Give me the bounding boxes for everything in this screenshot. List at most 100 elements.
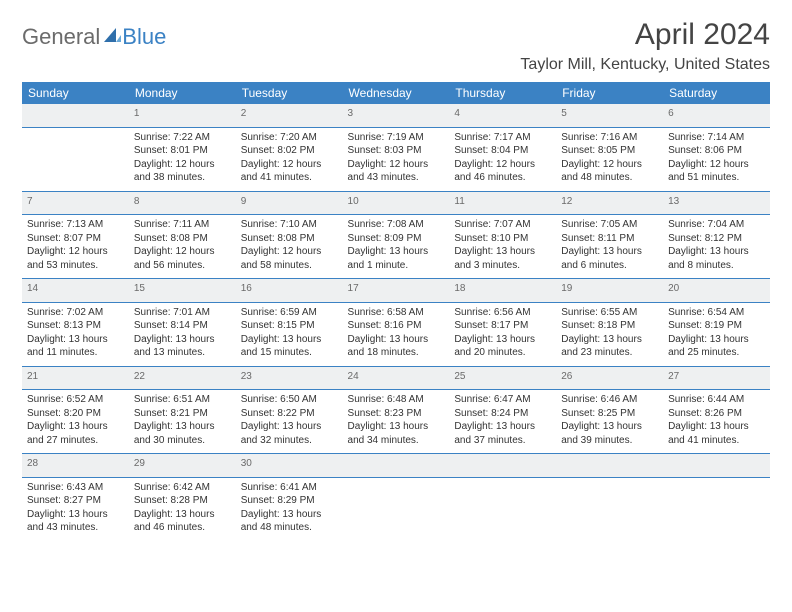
day-number-cell <box>663 454 770 478</box>
day-info-line: Daylight: 13 hours and 34 minutes. <box>348 420 445 447</box>
day-info-line: Sunset: 8:27 PM <box>27 494 124 508</box>
day-info-cell: Sunrise: 7:11 AMSunset: 8:08 PMDaylight:… <box>129 215 236 279</box>
day-info-cell: Sunrise: 6:51 AMSunset: 8:21 PMDaylight:… <box>129 390 236 454</box>
day-info-line: Sunrise: 7:10 AM <box>241 218 338 232</box>
day-info-line: Daylight: 12 hours and 58 minutes. <box>241 245 338 272</box>
day-number-cell: 22 <box>129 366 236 390</box>
day-info-cell: Sunrise: 7:22 AMSunset: 8:01 PMDaylight:… <box>129 127 236 191</box>
day-info-line: Sunset: 8:14 PM <box>134 319 231 333</box>
day-header: Sunday <box>22 82 129 104</box>
day-info-line: Sunset: 8:04 PM <box>454 144 551 158</box>
day-info-line: Sunset: 8:25 PM <box>561 407 658 421</box>
day-info-cell <box>22 127 129 191</box>
day-number-cell: 29 <box>129 454 236 478</box>
day-info-line: Sunset: 8:21 PM <box>134 407 231 421</box>
day-info-line: Sunset: 8:01 PM <box>134 144 231 158</box>
day-info-line: Sunrise: 7:08 AM <box>348 218 445 232</box>
day-info-line: Daylight: 13 hours and 20 minutes. <box>454 333 551 360</box>
day-info-line: Daylight: 12 hours and 51 minutes. <box>668 158 765 185</box>
day-info-cell: Sunrise: 7:04 AMSunset: 8:12 PMDaylight:… <box>663 215 770 279</box>
day-number-cell: 5 <box>556 104 663 127</box>
day-info-line: Daylight: 13 hours and 30 minutes. <box>134 420 231 447</box>
day-info-line: Sunrise: 7:11 AM <box>134 218 231 232</box>
day-info-cell: Sunrise: 6:56 AMSunset: 8:17 PMDaylight:… <box>449 302 556 366</box>
day-info-line: Sunrise: 6:41 AM <box>241 481 338 495</box>
day-info-line: Sunrise: 7:14 AM <box>668 131 765 145</box>
day-info-cell: Sunrise: 6:44 AMSunset: 8:26 PMDaylight:… <box>663 390 770 454</box>
day-info-line: Sunrise: 7:16 AM <box>561 131 658 145</box>
day-number-cell: 30 <box>236 454 343 478</box>
day-number-cell: 16 <box>236 279 343 303</box>
day-info-line: Daylight: 13 hours and 3 minutes. <box>454 245 551 272</box>
day-info-line: Sunset: 8:29 PM <box>241 494 338 508</box>
day-info-cell: Sunrise: 7:17 AMSunset: 8:04 PMDaylight:… <box>449 127 556 191</box>
day-number-cell: 24 <box>343 366 450 390</box>
day-info-line: Daylight: 12 hours and 43 minutes. <box>348 158 445 185</box>
day-info-line: Daylight: 13 hours and 37 minutes. <box>454 420 551 447</box>
day-info-line: Daylight: 12 hours and 56 minutes. <box>134 245 231 272</box>
day-info-line: Daylight: 13 hours and 39 minutes. <box>561 420 658 447</box>
day-info-line: Daylight: 13 hours and 8 minutes. <box>668 245 765 272</box>
day-info-line: Sunrise: 7:19 AM <box>348 131 445 145</box>
day-number-cell: 27 <box>663 366 770 390</box>
day-info-line: Daylight: 13 hours and 43 minutes. <box>27 508 124 535</box>
day-info-line: Sunrise: 7:20 AM <box>241 131 338 145</box>
day-info-line: Sunrise: 6:48 AM <box>348 393 445 407</box>
day-number-cell: 26 <box>556 366 663 390</box>
day-info-line: Daylight: 12 hours and 38 minutes. <box>134 158 231 185</box>
day-info-line: Sunset: 8:12 PM <box>668 232 765 246</box>
day-number-cell: 17 <box>343 279 450 303</box>
day-info-line: Sunset: 8:24 PM <box>454 407 551 421</box>
day-info-cell: Sunrise: 7:13 AMSunset: 8:07 PMDaylight:… <box>22 215 129 279</box>
day-info-cell: Sunrise: 7:07 AMSunset: 8:10 PMDaylight:… <box>449 215 556 279</box>
day-info-line: Sunset: 8:06 PM <box>668 144 765 158</box>
logo-text-2: Blue <box>122 24 166 50</box>
day-info-cell: Sunrise: 7:08 AMSunset: 8:09 PMDaylight:… <box>343 215 450 279</box>
calendar-table: SundayMondayTuesdayWednesdayThursdayFrid… <box>22 82 770 541</box>
day-info-line: Daylight: 13 hours and 15 minutes. <box>241 333 338 360</box>
day-info-line: Daylight: 12 hours and 41 minutes. <box>241 158 338 185</box>
day-info-line: Sunset: 8:26 PM <box>668 407 765 421</box>
day-header: Friday <box>556 82 663 104</box>
day-info-line: Sunrise: 6:56 AM <box>454 306 551 320</box>
day-number-cell: 10 <box>343 191 450 215</box>
day-number-cell: 15 <box>129 279 236 303</box>
day-number-cell: 8 <box>129 191 236 215</box>
day-info-line: Sunset: 8:05 PM <box>561 144 658 158</box>
day-info-line: Sunrise: 7:13 AM <box>27 218 124 232</box>
day-info-cell <box>343 477 450 541</box>
day-number-cell: 21 <box>22 366 129 390</box>
day-info-line: Sunset: 8:15 PM <box>241 319 338 333</box>
day-number-cell: 23 <box>236 366 343 390</box>
day-info-line: Sunrise: 6:55 AM <box>561 306 658 320</box>
day-info-line: Daylight: 13 hours and 46 minutes. <box>134 508 231 535</box>
day-info-line: Sunset: 8:10 PM <box>454 232 551 246</box>
day-info-line: Sunset: 8:19 PM <box>668 319 765 333</box>
day-info-line: Sunset: 8:28 PM <box>134 494 231 508</box>
day-info-cell: Sunrise: 6:43 AMSunset: 8:27 PMDaylight:… <box>22 477 129 541</box>
day-info-line: Sunrise: 7:17 AM <box>454 131 551 145</box>
day-number-cell: 11 <box>449 191 556 215</box>
day-info-cell: Sunrise: 6:58 AMSunset: 8:16 PMDaylight:… <box>343 302 450 366</box>
day-info-line: Sunset: 8:07 PM <box>27 232 124 246</box>
day-info-line: Daylight: 13 hours and 23 minutes. <box>561 333 658 360</box>
day-number-cell: 12 <box>556 191 663 215</box>
day-info-line: Sunrise: 7:01 AM <box>134 306 231 320</box>
day-info-line: Sunrise: 6:50 AM <box>241 393 338 407</box>
day-info-line: Daylight: 12 hours and 46 minutes. <box>454 158 551 185</box>
day-info-line: Daylight: 13 hours and 11 minutes. <box>27 333 124 360</box>
day-info-cell <box>556 477 663 541</box>
day-number-cell: 2 <box>236 104 343 127</box>
day-info-cell <box>663 477 770 541</box>
day-info-cell: Sunrise: 6:46 AMSunset: 8:25 PMDaylight:… <box>556 390 663 454</box>
day-info-cell <box>449 477 556 541</box>
day-info-cell: Sunrise: 6:48 AMSunset: 8:23 PMDaylight:… <box>343 390 450 454</box>
day-number-cell: 18 <box>449 279 556 303</box>
day-info-line: Daylight: 13 hours and 27 minutes. <box>27 420 124 447</box>
day-info-cell: Sunrise: 7:01 AMSunset: 8:14 PMDaylight:… <box>129 302 236 366</box>
day-number-cell: 13 <box>663 191 770 215</box>
day-info-line: Sunrise: 6:51 AM <box>134 393 231 407</box>
location: Taylor Mill, Kentucky, United States <box>520 56 770 74</box>
day-info-line: Sunrise: 6:59 AM <box>241 306 338 320</box>
day-number-cell: 7 <box>22 191 129 215</box>
